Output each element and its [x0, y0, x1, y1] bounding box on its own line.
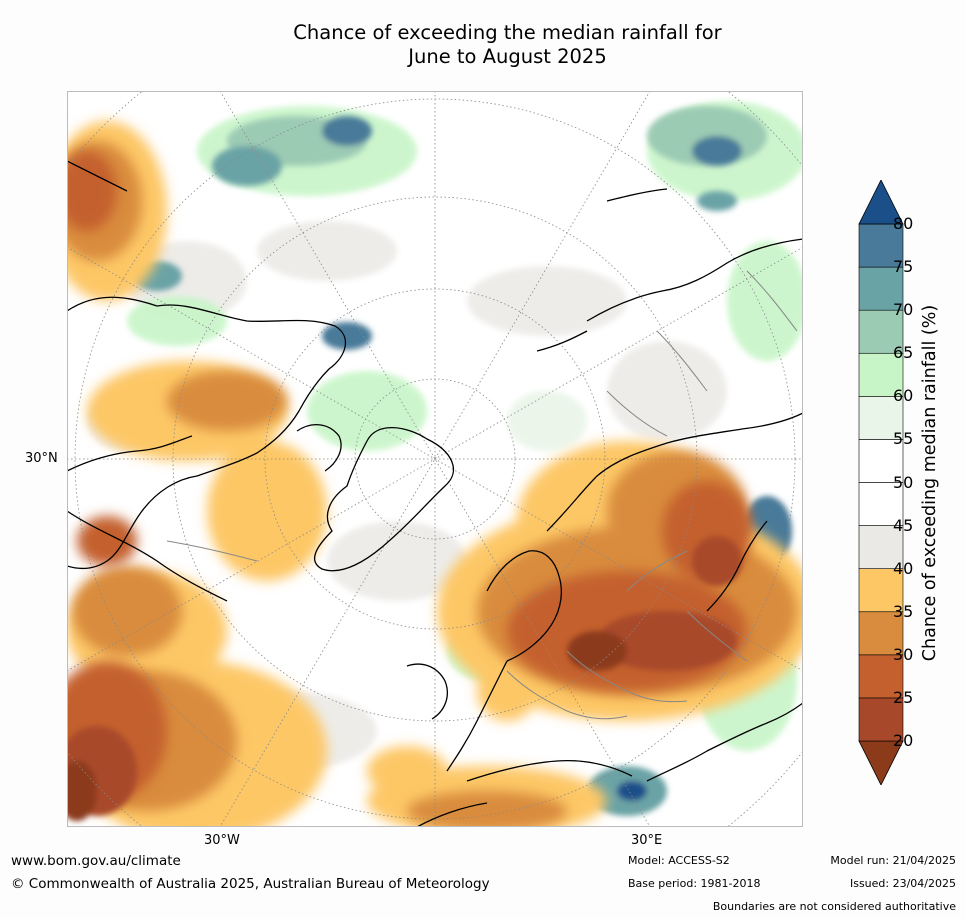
- base-period: Base period: 1981-2018: [628, 877, 761, 890]
- colorbar-band: [858, 439, 904, 483]
- colorbar-band: [858, 482, 904, 526]
- colorbar-band: [858, 697, 904, 742]
- lon-label-30w: 30°W: [204, 833, 240, 848]
- lat-label-30n: 30°N: [25, 451, 58, 466]
- graticule: [67, 91, 803, 827]
- colorbar-tick-label: 70: [893, 300, 914, 320]
- colorbar-tick-label: 65: [893, 343, 914, 363]
- colorbar-extend-high: [858, 179, 904, 225]
- country-borders: [166, 270, 798, 720]
- colorbar-tick-label: 60: [893, 386, 914, 406]
- colorbar-tick-label: 25: [893, 687, 914, 707]
- colorbar-tick-label: 50: [893, 472, 914, 492]
- copyright-text: © Commonwealth of Australia 2025, Austra…: [11, 876, 490, 892]
- dry-very-strong-region: [67, 536, 742, 821]
- model-name: Model: ACCESS-S2: [628, 854, 730, 867]
- issued-date: Issued: 23/04/2025: [849, 877, 956, 890]
- colorbar-label: Chance of exceeding median rainfall (%): [920, 304, 940, 662]
- colorbar-band: [858, 654, 904, 699]
- map-title: Chance of exceeding the median rainfall …: [100, 21, 915, 69]
- colorbar-band: [858, 266, 904, 311]
- colorbar: [856, 179, 906, 786]
- wet-strong-region: [132, 106, 792, 816]
- colorbar-band: [858, 396, 904, 440]
- source-url: www.bom.gov.au/climate: [11, 853, 181, 869]
- model-run-date: Model run: 21/04/2025: [830, 854, 956, 867]
- colorbar-tick-label: 35: [893, 601, 914, 621]
- colorbar-tick-label: 30: [893, 644, 914, 664]
- colorbar-tick-label: 75: [893, 257, 914, 277]
- colorbar-tick-label: 40: [893, 558, 914, 578]
- colorbar-band: [858, 568, 904, 613]
- lon-label-30e: 30°E: [631, 833, 663, 848]
- boundaries-disclaimer: Boundaries are not considered authoritat…: [712, 900, 956, 913]
- colorbar-tick-label: 55: [893, 429, 914, 449]
- colorbar-tick-label: 80: [893, 214, 914, 233]
- title-line-1: Chance of exceeding the median rainfall …: [293, 21, 722, 44]
- rainfall-map[interactable]: [67, 91, 803, 827]
- coastlines: [67, 160, 803, 827]
- colorbar-tick-label: 20: [893, 731, 914, 750]
- colorbar-tick-label: 45: [893, 515, 914, 535]
- colorbar-band: [858, 309, 904, 354]
- title-line-2: June to August 2025: [408, 45, 607, 68]
